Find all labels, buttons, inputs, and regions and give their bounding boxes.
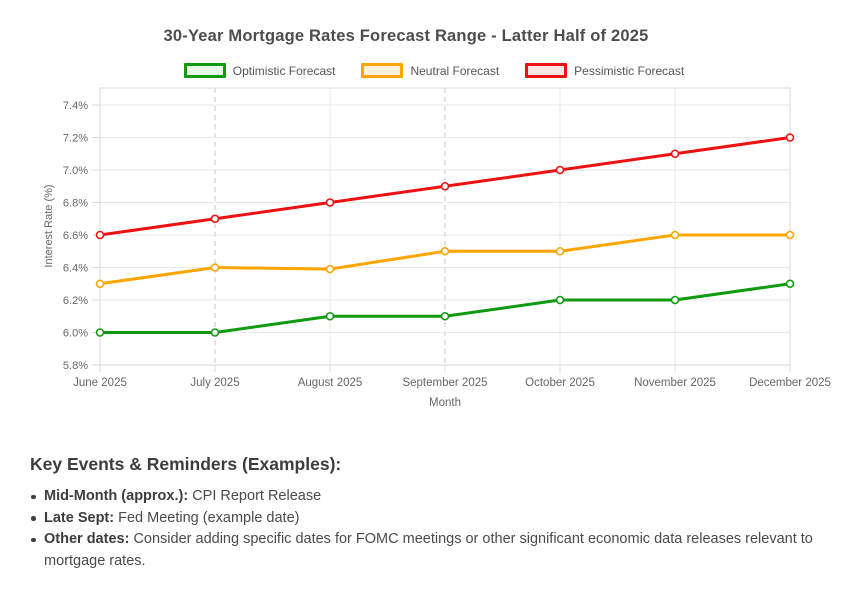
x-axis-title: Month bbox=[429, 397, 461, 409]
event-item: Mid-Month (approx.): CPI Report Release bbox=[30, 486, 822, 508]
data-point-optimistic-forecast bbox=[95, 328, 105, 337]
data-point-pessimistic-forecast bbox=[670, 149, 680, 159]
event-item-text: CPI Report Release bbox=[188, 488, 322, 504]
legend-label-pessimistic: Pessimistic Forecast bbox=[574, 63, 685, 78]
data-point-pessimistic-forecast bbox=[440, 181, 450, 191]
legend-swatch-pessimistic bbox=[525, 63, 568, 78]
legend-label-optimistic: Optimistic Forecast bbox=[232, 63, 336, 78]
legend-item-pessimistic: Pessimistic Forecast bbox=[525, 63, 684, 78]
legend-item-neutral: Neutral Forecast bbox=[361, 63, 499, 78]
data-point-neutral-forecast bbox=[440, 246, 450, 256]
x-tick-label: October 2025 bbox=[525, 377, 595, 389]
event-item-label: Mid-Month (approx.): bbox=[44, 488, 189, 504]
event-item-label: Late Sept: bbox=[44, 509, 115, 526]
data-point-optimistic-forecast bbox=[325, 311, 335, 321]
data-point-neutral-forecast bbox=[555, 246, 565, 256]
y-tick-label: 7.2% bbox=[63, 133, 88, 145]
legend: Optimistic Forecast Neutral Forecast Pes… bbox=[0, 63, 868, 78]
legend-item-optimistic: Optimistic Forecast bbox=[183, 63, 336, 78]
events-heading: Key Events & Reminders (Examples): bbox=[30, 454, 342, 474]
legend-swatch-neutral bbox=[361, 63, 404, 78]
data-point-optimistic-forecast bbox=[785, 279, 795, 289]
data-point-optimistic-forecast bbox=[555, 295, 565, 305]
data-point-neutral-forecast bbox=[210, 263, 220, 272]
event-item-text: Fed Meeting (example date) bbox=[114, 509, 300, 526]
events-list: Mid-Month (approx.): CPI Report Release … bbox=[30, 486, 822, 572]
data-point-optimistic-forecast bbox=[210, 328, 220, 337]
data-point-pessimistic-forecast bbox=[325, 198, 335, 207]
data-point-optimistic-forecast bbox=[440, 311, 450, 321]
y-tick-label: 6.6% bbox=[63, 230, 88, 242]
y-tick-label: 6.0% bbox=[63, 328, 88, 340]
y-tick-label: 7.0% bbox=[63, 165, 88, 177]
x-tick-label: December 2025 bbox=[749, 377, 831, 389]
y-tick-label: 6.4% bbox=[63, 263, 88, 275]
x-tick-label: November 2025 bbox=[634, 377, 716, 389]
y-tick-label: 6.2% bbox=[63, 295, 88, 307]
legend-label-neutral: Neutral Forecast bbox=[410, 63, 500, 78]
event-item-text: Consider adding specific dates for FOMC … bbox=[44, 531, 813, 569]
x-tick-label: July 2025 bbox=[190, 377, 239, 389]
x-tick-label: August 2025 bbox=[298, 377, 363, 389]
event-item: Other dates: Consider adding specific da… bbox=[30, 529, 822, 572]
x-tick-label: September 2025 bbox=[402, 377, 487, 389]
data-point-neutral-forecast bbox=[95, 279, 105, 289]
event-item: Late Sept: Fed Meeting (example date) bbox=[30, 508, 822, 530]
data-point-pessimistic-forecast bbox=[555, 165, 565, 175]
legend-swatch-optimistic bbox=[183, 63, 226, 78]
data-point-neutral-forecast bbox=[785, 230, 795, 240]
y-tick-label: 6.8% bbox=[63, 198, 88, 210]
data-point-pessimistic-forecast bbox=[785, 133, 795, 142]
y-tick-label: 7.4% bbox=[63, 100, 88, 112]
forecast-line-chart: 5.8% 6.0% 6.2% 6.4% 6.6% 6.8% 7.0% 7.2% 7.4% June… bbox=[63, 87, 831, 389]
y-tick-label: 5.8% bbox=[63, 360, 88, 372]
data-point-optimistic-forecast bbox=[670, 295, 680, 305]
key-events-section: Key Events & Reminders (Examples): Mid-M… bbox=[30, 454, 830, 572]
data-point-pessimistic-forecast bbox=[210, 214, 220, 224]
y-axis-title: Interest Rate (%) bbox=[43, 184, 55, 268]
x-tick-label: June 2025 bbox=[73, 377, 127, 389]
data-point-neutral-forecast bbox=[325, 264, 335, 274]
data-point-neutral-forecast bbox=[670, 230, 680, 240]
chart-title: 30-Year Mortgage Rates Forecast Range - … bbox=[163, 27, 649, 45]
event-item-label: Other dates: bbox=[44, 531, 130, 547]
data-point-pessimistic-forecast bbox=[95, 230, 105, 240]
